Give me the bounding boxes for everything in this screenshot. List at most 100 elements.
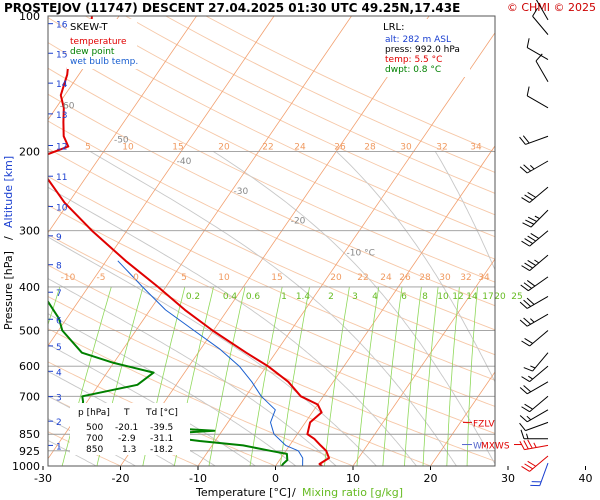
theta-label: 34	[470, 142, 482, 152]
x-tick-label: 20	[424, 472, 438, 485]
theta-label: 32	[460, 273, 471, 283]
wind-barb-feather	[524, 403, 533, 410]
pressure-tick-label: 300	[19, 225, 40, 238]
pressure-tick-label: 925	[19, 445, 40, 458]
pressure-tick-label: 100	[19, 10, 40, 23]
x-tick-label: 10	[346, 472, 360, 485]
pressure-tick-label: 700	[19, 390, 40, 403]
dry-adiabat	[48, 93, 495, 307]
dry-adiabat	[48, 120, 495, 331]
table-cell: -31.1	[150, 434, 173, 444]
theta-label: 5	[181, 273, 187, 283]
mixing-ratio-label: 2	[328, 292, 334, 302]
series-dew-point-line	[48, 300, 289, 466]
wind-barb-feather	[527, 216, 537, 222]
wind-barb-feather	[523, 385, 532, 393]
x-axis-title-mixing-ratio: Mixing ratio [g/kg]	[302, 486, 403, 499]
wind-barb-feather	[522, 222, 532, 228]
wind-barb-feather	[527, 439, 533, 449]
pressure-tick-label: 400	[19, 281, 40, 294]
moist-adiabat	[48, 313, 297, 466]
theta-label: 10	[122, 142, 134, 152]
wind-barb-feather	[521, 340, 530, 347]
wind-barb-feather	[521, 376, 530, 383]
wind-barb-feather	[519, 422, 526, 431]
wind-barb-staff	[526, 95, 549, 109]
dry-adiabat	[48, 147, 495, 356]
table-cell: -39.5	[150, 423, 173, 433]
wind-barb-staff	[525, 421, 549, 432]
dry-adiabat	[48, 67, 495, 283]
km-tick-label: 8	[56, 262, 62, 272]
theta-label: 15	[172, 142, 183, 152]
wind-barb-feather	[526, 280, 536, 287]
mixing-ratio-label: 6	[401, 292, 407, 302]
wind-barb-feather	[521, 466, 530, 472]
wind-barb-feather	[523, 282, 532, 289]
km-tick-label: 14	[56, 80, 68, 90]
wind-barb-feather	[523, 299, 532, 307]
km-tick-label: 9	[56, 233, 62, 243]
wind-barb-feather	[526, 297, 535, 305]
wind-barb-feather	[524, 262, 533, 269]
theta-label: -5	[97, 273, 106, 283]
table-cell: -18.2	[150, 445, 173, 455]
isotherm-label: -20	[291, 217, 306, 227]
km-tick-label: 5	[56, 343, 62, 353]
theta-label: 32	[436, 142, 447, 152]
wind-barb-feather	[520, 284, 529, 292]
mixing-ratio-label: 25	[511, 292, 522, 302]
x-axis-title-separator: /	[292, 486, 296, 499]
mixing-ratio-label: 10	[437, 292, 449, 302]
wind-barb-feather	[522, 135, 530, 144]
theta-label: 10	[218, 273, 230, 283]
w-label: W	[473, 442, 482, 452]
table-cell: -20.1	[115, 423, 138, 433]
wind-barb-feather	[527, 260, 537, 266]
mixing-ratio-line	[208, 286, 246, 466]
x-axis-title-temperature: Temperature [°C]	[195, 486, 291, 499]
wind-barb-staff	[535, 0, 549, 21]
table-header-p: p [hPa]	[78, 408, 110, 418]
mixing-ratio-line	[446, 286, 460, 466]
y-axis-title-pressure: Pressure [hPa]	[2, 251, 15, 330]
wind-barbs	[519, 0, 549, 487]
pressure-tick-label: 1000	[12, 460, 40, 473]
mixing-ratio-label: 17	[482, 292, 493, 302]
dry-adiabat	[84, 16, 495, 216]
isotherm-line	[275, 145, 495, 466]
theta-label: 24	[380, 273, 392, 283]
mixing-ratio-label: 1.4	[296, 292, 311, 302]
lrl-press: press: 992.0 hPa	[385, 45, 460, 55]
wind-barb-feather	[530, 233, 540, 239]
pressure-tick-label: 600	[19, 360, 40, 373]
theta-label: 22	[262, 142, 273, 152]
dry-adiabat	[48, 42, 495, 260]
chart-title: PROSTEJOV (11747) DESCENT 27.04.2025 01:…	[4, 1, 461, 15]
wind-barb-staff	[532, 352, 549, 372]
km-tick-label: 2	[56, 418, 62, 428]
wind-barb-feather	[524, 194, 533, 201]
km-tick-label: 16	[56, 21, 68, 31]
series-temperature-line	[48, 16, 330, 466]
mixing-ratio-label: 4	[372, 292, 378, 302]
moist-adiabat	[48, 186, 418, 466]
wind-barb-feather	[525, 219, 535, 225]
wind-barb-feather	[524, 463, 533, 470]
wind-barb-feather	[526, 415, 532, 421]
theta-label: 20	[218, 142, 230, 152]
plot-frame	[47, 15, 496, 467]
isotherm-line	[48, 16, 198, 234]
wind-barb-feather	[530, 318, 535, 323]
theta-label: 30	[400, 142, 412, 152]
wind-barb-feather	[527, 235, 537, 242]
table-cell: -2.9	[118, 434, 136, 444]
moist-adiabat	[213, 151, 495, 465]
table-header-t: T	[123, 408, 130, 418]
lrl-box	[380, 19, 470, 77]
isotherm-label: -10 °C	[347, 248, 375, 258]
wind-barb-feather	[523, 367, 533, 372]
wind-barb-feather	[523, 440, 529, 450]
dry-adiabat	[48, 234, 495, 434]
x-tick-label: -30	[34, 472, 52, 485]
